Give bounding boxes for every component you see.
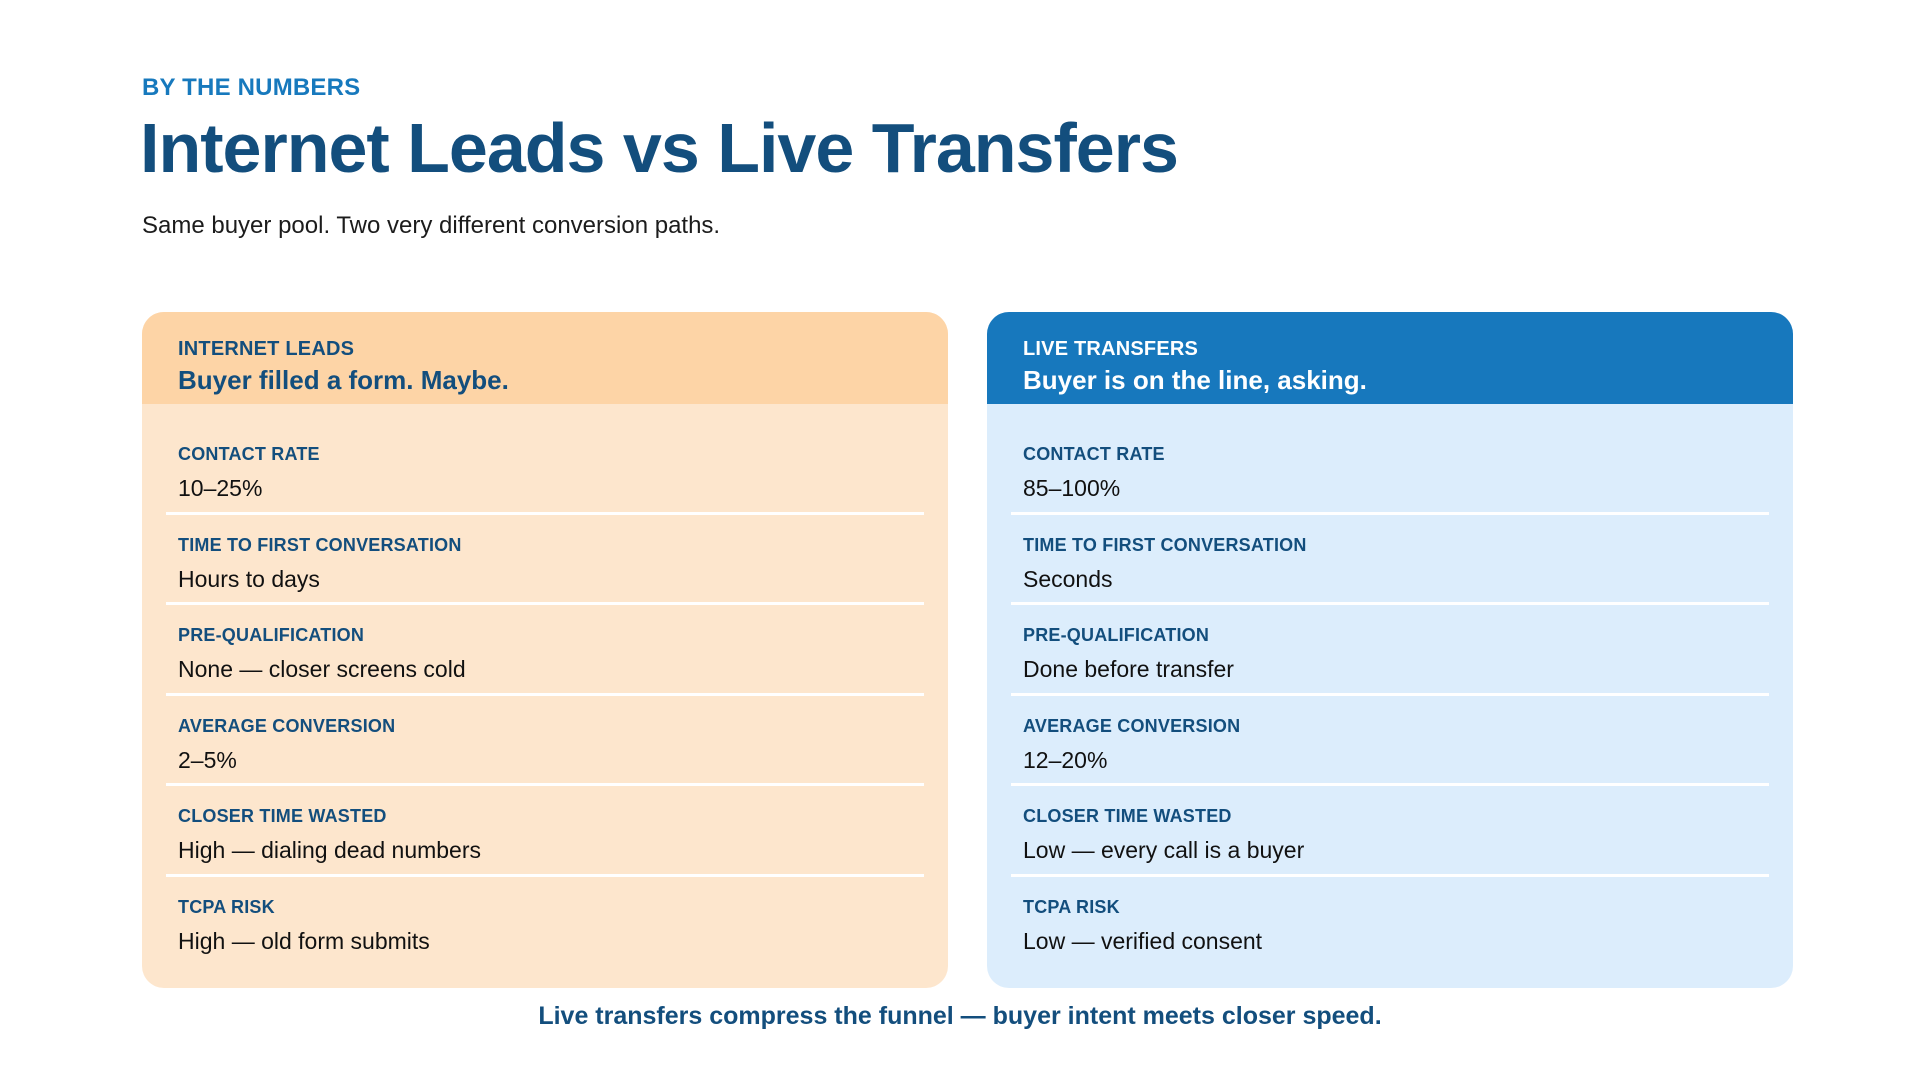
metric-label: TCPA RISK [178,896,275,917]
metric-value: 85–100% [1023,475,1121,501]
live-transfers-card-header: LIVE TRANSFERS Buyer is on the line, ask… [987,312,1793,404]
metric-row: AVERAGE CONVERSION 12–20% [1011,696,1769,786]
metric-label: PRE-QUALIFICATION [178,625,365,645]
metric-label: TIME TO FIRST CONVERSATION [178,534,462,555]
metric-row: PRE-QUALIFICATION None — closer screens … [166,605,924,696]
metric-value: Hours to days [178,565,320,592]
metric-value: 10–25% [178,475,263,501]
metric-value: None — closer screens cold [178,656,466,682]
metric-value: 12–20% [1023,746,1108,773]
metric-value: 2–5% [178,746,237,773]
page-title: Internet Leads vs Live Transfers [140,109,1179,187]
internet-leads-card: INTERNET LEADS Buyer filled a form. Mayb… [142,312,948,988]
metric-label: TIME TO FIRST CONVERSATION [1023,534,1307,555]
metric-row: AVERAGE CONVERSION 2–5% [166,696,924,786]
live-transfers-metrics: CONTACT RATE 85–100% TIME TO FIRST CONVE… [987,424,1793,967]
metric-value: Low — verified consent [1023,927,1263,954]
metric-row: TCPA RISK High — old form submits [166,877,924,968]
page-subtitle: Same buyer pool. Two very different conv… [142,212,721,239]
metric-label: AVERAGE CONVERSION [1023,715,1241,736]
metric-row: CLOSER TIME WASTED Low — every call is a… [1011,786,1769,877]
metric-label: CLOSER TIME WASTED [178,806,387,826]
card-label: LIVE TRANSFERS [1023,338,1199,360]
card-label: INTERNET LEADS [178,338,355,360]
card-tagline: Buyer is on the line, asking. [1023,365,1367,395]
metric-label: PRE-QUALIFICATION [1023,625,1210,645]
metric-row: CONTACT RATE 10–25% [166,424,924,515]
metric-value: High — old form submits [178,927,430,954]
metric-label: CONTACT RATE [178,444,320,464]
metric-row: TCPA RISK Low — verified consent [1011,877,1769,968]
footer-takeaway: Live transfers compress the funnel — buy… [538,1002,1382,1030]
metric-value: Done before transfer [1023,656,1234,682]
live-transfers-card: LIVE TRANSFERS Buyer is on the line, ask… [987,312,1793,988]
internet-leads-card-header: INTERNET LEADS Buyer filled a form. Mayb… [142,312,948,404]
internet-leads-metrics: CONTACT RATE 10–25% TIME TO FIRST CONVER… [142,424,948,967]
metric-label: CONTACT RATE [1023,444,1165,464]
metric-value: Low — every call is a buyer [1023,837,1305,863]
eyebrow: BY THE NUMBERS [142,74,361,101]
metric-row: TIME TO FIRST CONVERSATION Hours to days [166,515,924,605]
metric-value: Seconds [1023,565,1113,592]
metric-label: AVERAGE CONVERSION [178,715,396,736]
metric-label: CLOSER TIME WASTED [1023,806,1232,826]
metric-row: TIME TO FIRST CONVERSATION Seconds [1011,515,1769,605]
card-tagline: Buyer filled a form. Maybe. [178,365,509,395]
metric-row: CLOSER TIME WASTED High — dialing dead n… [166,786,924,877]
metric-label: TCPA RISK [1023,896,1120,917]
metric-row: CONTACT RATE 85–100% [1011,424,1769,515]
metric-value: High — dialing dead numbers [178,837,482,863]
metric-row: PRE-QUALIFICATION Done before transfer [1011,605,1769,696]
